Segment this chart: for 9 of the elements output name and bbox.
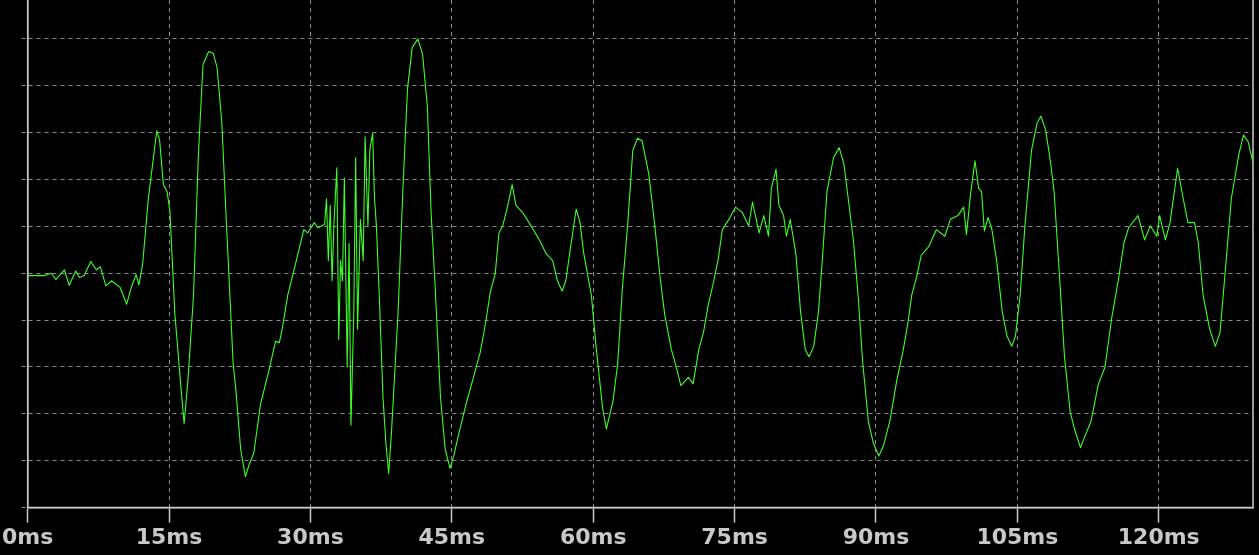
x-tick-label: 15ms xyxy=(135,523,203,549)
x-tick-label: 90ms xyxy=(842,523,910,549)
x-tick-label: 45ms xyxy=(418,523,486,549)
x-tick-label: 105ms xyxy=(976,523,1059,549)
x-tick-label: 75ms xyxy=(701,523,768,549)
x-tick-label: 120ms xyxy=(1117,523,1200,549)
x-tick-label: 0ms xyxy=(2,523,54,549)
x-tick-label: 30ms xyxy=(277,523,344,549)
x-tick-label: 60ms xyxy=(559,523,627,549)
